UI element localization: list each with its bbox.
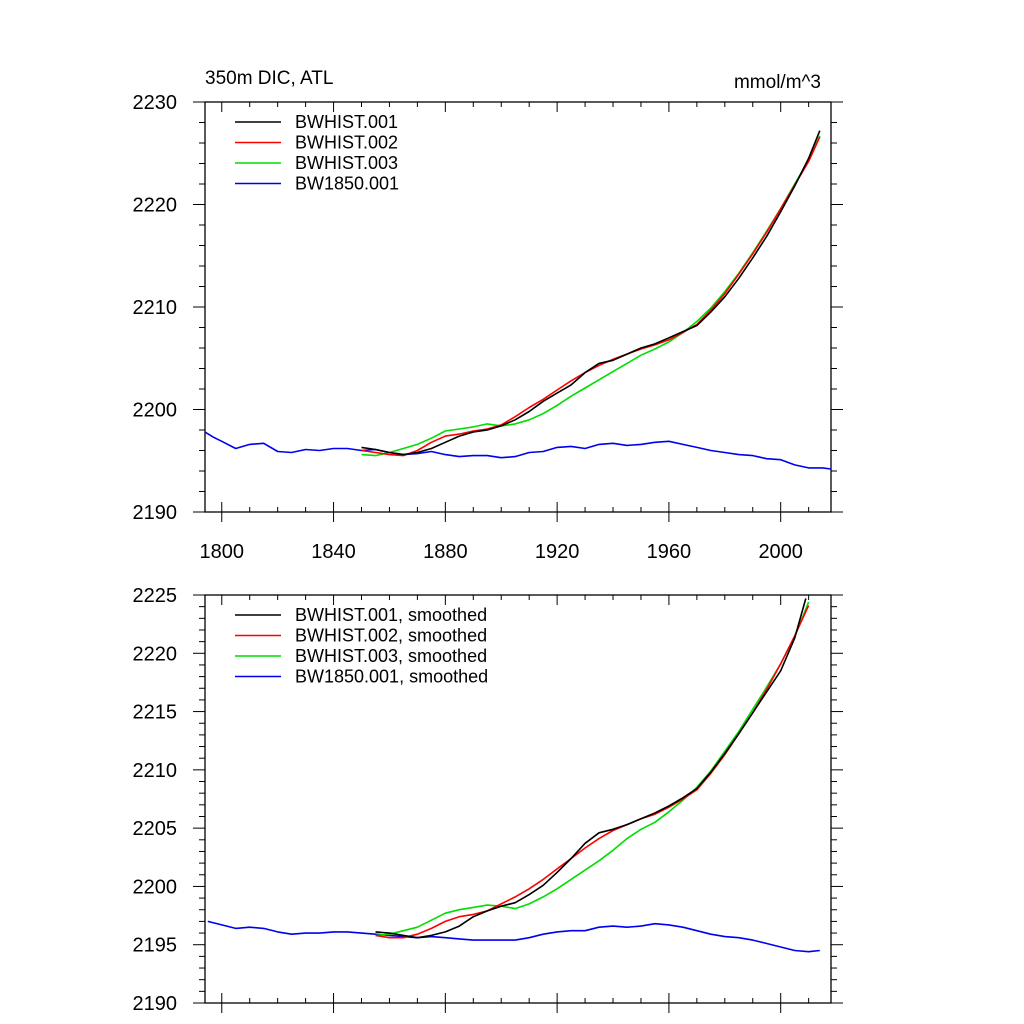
legend-label: BWHIST.002 [295, 133, 398, 153]
y-tick-label: 2210 [133, 297, 178, 319]
series-line-3 [207, 920, 820, 953]
x-tick-label: 1840 [311, 541, 356, 563]
legend-label: BW1850.001, smoothed [295, 667, 488, 687]
y-tick-label: 2205 [133, 818, 178, 840]
y-tick-label: 2190 [133, 993, 178, 1015]
x-tick-label: 2000 [758, 541, 803, 563]
chart-title: 350m DIC, ATL [205, 68, 333, 89]
panel-bottom: 2190 2195 2200 2205 2210 2215 2220 2225 BWHIST.0… [133, 585, 843, 1015]
series-line-0 [361, 130, 821, 456]
y-tick-label: 2195 [133, 935, 178, 957]
series-group [207, 598, 820, 953]
x-tick-label: 1800 [200, 541, 245, 563]
series-line-1 [361, 136, 821, 457]
plot-frame [204, 594, 832, 1004]
y-tick-label: 2230 [133, 92, 178, 114]
y-tick-label: 2215 [133, 702, 178, 724]
x-tick-label: 1920 [535, 541, 580, 563]
series-line-2 [361, 135, 821, 457]
y-tick-label: 2200 [133, 400, 178, 422]
y-tick-label: 2210 [133, 760, 178, 782]
legend-label: BWHIST.003 [295, 153, 398, 173]
y-tick-label: 2220 [133, 643, 178, 665]
units-label: mmol/m^3 [734, 72, 821, 93]
series-line-3 [205, 431, 831, 470]
y-tick-label: 2190 [133, 502, 178, 524]
legend-label: BWHIST.003, smoothed [295, 646, 487, 666]
legend-label: BWHIST.001 [295, 112, 398, 132]
y-tick-label: 2200 [133, 876, 178, 898]
y-tick-label: 2220 [133, 195, 178, 217]
x-tick-label: 1960 [647, 541, 692, 563]
legend-label: BWHIST.002, smoothed [295, 626, 487, 646]
panel-top: 1800 1840 1880 1920 1960 2000 2190 2200 2210 2220… [133, 68, 843, 563]
legend-label: BWHIST.001, smoothed [295, 605, 487, 625]
x-tick-label: 1880 [423, 541, 468, 563]
legend-label: BW1850.001 [295, 174, 399, 194]
y-tick-label: 2225 [133, 585, 178, 607]
series-line-2 [375, 601, 810, 937]
series-group [205, 130, 831, 470]
series-line-0 [375, 598, 807, 939]
